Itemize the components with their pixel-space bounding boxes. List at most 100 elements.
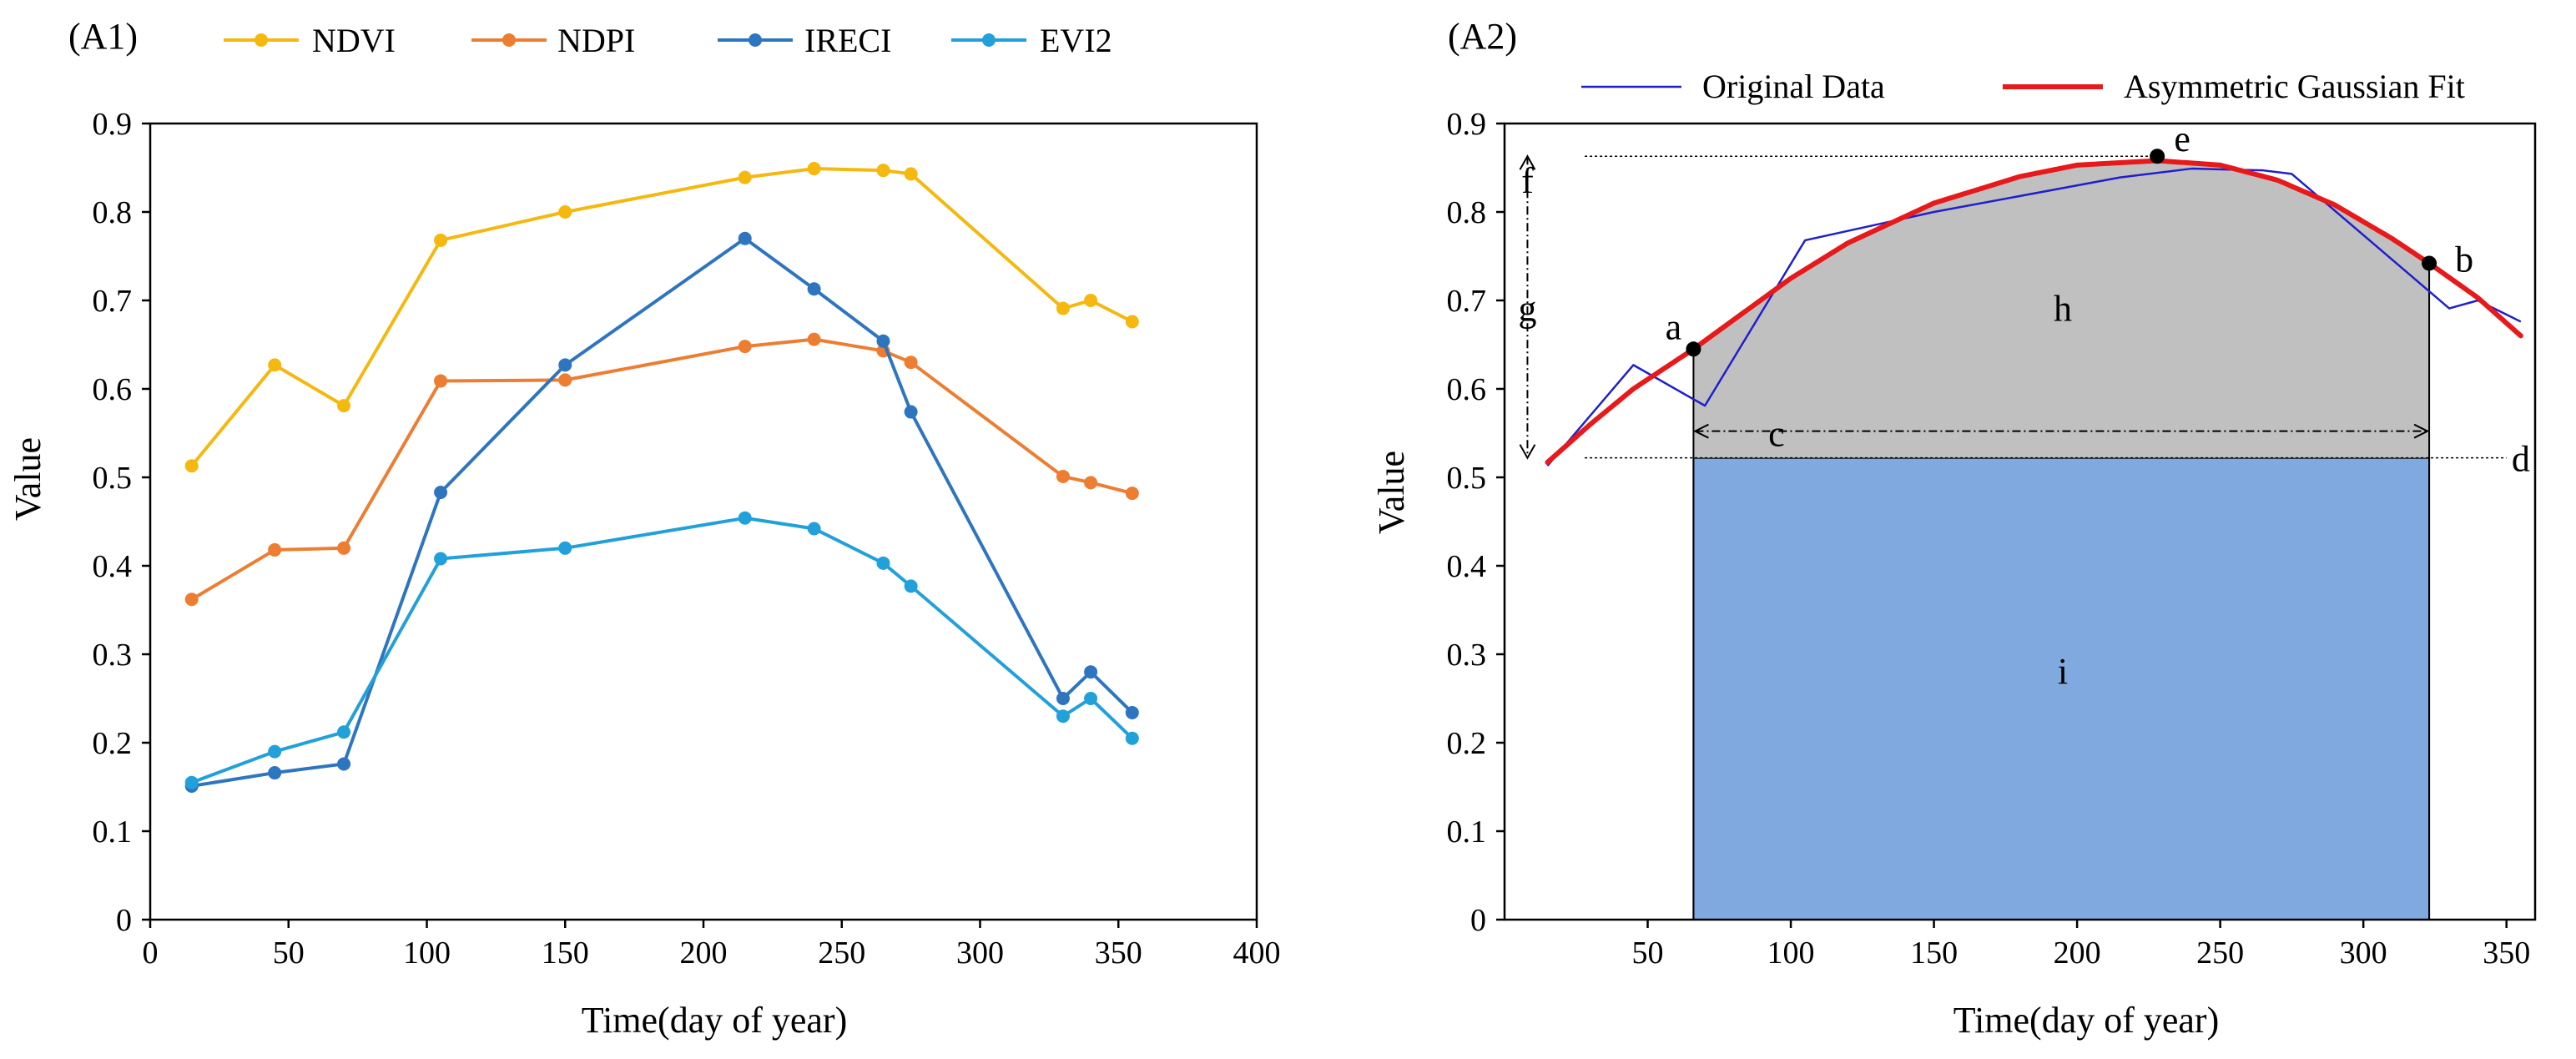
legend-ireci-marker bbox=[749, 33, 762, 47]
data-point-ndvi bbox=[738, 170, 752, 184]
y-tick-label: 0 bbox=[1470, 903, 1486, 938]
data-point-ndpi bbox=[337, 541, 351, 555]
x-tick-label: 0 bbox=[143, 935, 159, 971]
y-tick-label: 0.1 bbox=[1447, 814, 1487, 850]
data-point-ireci bbox=[434, 486, 448, 500]
x-tick-label: 50 bbox=[1632, 935, 1664, 971]
data-point-ndpi bbox=[1084, 476, 1098, 490]
data-point-ndvi bbox=[337, 399, 351, 413]
x-tick-label: 150 bbox=[542, 935, 589, 971]
y-tick-label: 0.2 bbox=[1447, 726, 1487, 761]
length-c-arrow-right bbox=[2413, 423, 2430, 439]
data-point-evi2 bbox=[337, 725, 351, 739]
annotation-e-label: e bbox=[2174, 119, 2190, 159]
series-line-ireci bbox=[191, 236, 1134, 788]
data-point-ndvi bbox=[1084, 294, 1098, 307]
panel-a2-regions bbox=[1692, 160, 2431, 920]
panel-a2-annotations: a b c d e f g h i bbox=[1518, 119, 2529, 692]
point-b-marker bbox=[2422, 255, 2437, 271]
x-tick-label: 250 bbox=[818, 935, 865, 971]
panel-a1-plot-frame bbox=[149, 122, 1258, 921]
point-e-marker bbox=[2150, 149, 2165, 164]
annotation-f-label: f bbox=[1521, 160, 1534, 201]
data-point-evi2 bbox=[184, 775, 199, 789]
panel-a1-legend: NDVI NDPI IRECI EVI2 bbox=[224, 22, 1112, 59]
y-tick-label: 0.4 bbox=[93, 549, 133, 584]
panel-a2-y-axis: 0 0.1 0.2 0.3 0.4 0.5 0.6 0.7 0.8 0.9 bbox=[1447, 107, 1505, 938]
y-tick-label: 0.3 bbox=[93, 638, 133, 673]
panel-a2-legend: Original Data Asymmetric Gaussian Fit bbox=[1581, 68, 2465, 105]
y-tick-label: 0.6 bbox=[1447, 372, 1487, 407]
annotation-a-label: a bbox=[1666, 306, 1682, 347]
data-point-ndpi bbox=[738, 340, 752, 354]
x-tick-label: 200 bbox=[2054, 935, 2101, 971]
panel-a1-x-axis-title: Time(day of year) bbox=[582, 1000, 848, 1041]
panel-a1-label: (A1) bbox=[68, 16, 138, 57]
series-line-evi2 bbox=[191, 516, 1134, 784]
y-tick-label: 0.9 bbox=[93, 107, 133, 142]
data-point-ireci bbox=[337, 757, 351, 771]
legend-ndpi-marker bbox=[502, 33, 516, 47]
data-point-ndpi bbox=[1056, 469, 1070, 483]
annotation-d-label: d bbox=[2512, 439, 2530, 480]
legend-gaussian-fit-label: Asymmetric Gaussian Fit bbox=[2124, 68, 2465, 105]
data-point-ndpi bbox=[1125, 487, 1139, 501]
data-point-ireci bbox=[1056, 692, 1070, 705]
series-line-gaussian-fit bbox=[1545, 158, 2523, 465]
data-point-ireci bbox=[1084, 665, 1098, 679]
x-tick-label: 400 bbox=[1233, 935, 1281, 971]
point-a-marker bbox=[1686, 341, 1701, 357]
data-point-ndvi bbox=[268, 358, 282, 372]
y-tick-label: 0.5 bbox=[1447, 461, 1487, 496]
x-tick-label: 100 bbox=[1767, 935, 1815, 971]
data-point-evi2 bbox=[268, 744, 282, 759]
legend-ireci-label: IRECI bbox=[804, 22, 891, 59]
x-tick-label: 200 bbox=[680, 935, 728, 971]
panel-a2-plot-frame bbox=[1503, 122, 2537, 921]
y-tick-label: 0 bbox=[116, 903, 132, 938]
legend-evi2-label: EVI2 bbox=[1040, 22, 1112, 59]
data-point-evi2 bbox=[876, 556, 890, 570]
panel-a2-y-axis-title: Value bbox=[1371, 451, 1412, 534]
legend-original-data-label: Original Data bbox=[1702, 68, 1885, 105]
data-point-ndpi bbox=[268, 542, 282, 557]
amplitude-f-arrow-bottom bbox=[1519, 444, 1536, 460]
data-point-ireci bbox=[807, 282, 821, 296]
legend-ndvi-marker bbox=[255, 33, 268, 47]
panel-a2-series-layer bbox=[1545, 158, 2523, 467]
data-point-ndvi bbox=[1125, 315, 1139, 329]
data-point-ndvi bbox=[904, 167, 918, 181]
length-c-arrow-left bbox=[1693, 423, 1709, 439]
data-point-ndvi bbox=[876, 164, 890, 178]
data-point-evi2 bbox=[1056, 709, 1070, 724]
panel-a1-y-axis-title: Value bbox=[8, 437, 48, 521]
amplitude-f-arrow-top bbox=[1519, 154, 1536, 170]
x-tick-label: 300 bbox=[2340, 935, 2387, 971]
data-point-ireci bbox=[738, 231, 752, 245]
data-point-ndvi bbox=[184, 459, 199, 473]
region-i-base-area bbox=[1692, 456, 2431, 920]
data-point-ireci bbox=[876, 334, 890, 348]
data-point-evi2 bbox=[904, 579, 918, 593]
data-point-ireci bbox=[1125, 705, 1139, 719]
y-tick-label: 0.6 bbox=[93, 372, 133, 407]
x-tick-label: 50 bbox=[273, 935, 305, 971]
data-point-evi2 bbox=[434, 552, 448, 566]
panel-a2-label: (A2) bbox=[1448, 16, 1517, 57]
data-point-ndpi bbox=[807, 332, 821, 346]
annotation-c-label: c bbox=[1768, 414, 1785, 455]
legend-ndvi-label: NDVI bbox=[312, 22, 396, 59]
x-tick-label: 350 bbox=[1095, 935, 1142, 971]
annotation-g-label: g bbox=[1518, 289, 1536, 330]
data-point-ndvi bbox=[807, 162, 821, 176]
y-tick-label: 0.1 bbox=[93, 814, 133, 850]
panel-a1-y-axis: 0 0.1 0.2 0.3 0.4 0.5 0.6 0.7 0.8 0.9 bbox=[93, 107, 150, 938]
legend-evi2-marker bbox=[982, 33, 996, 47]
y-tick-label: 0.9 bbox=[1447, 107, 1487, 142]
panel-a1: (A1) NDVI NDPI IRECI EVI2 00.10.20.30.40… bbox=[8, 16, 1281, 1041]
y-tick-label: 0.8 bbox=[1447, 195, 1487, 230]
panel-a2-guides bbox=[1519, 154, 2507, 460]
data-point-ireci bbox=[268, 766, 282, 780]
panel-a2-x-axis-title: Time(day of year) bbox=[1953, 1000, 2220, 1041]
